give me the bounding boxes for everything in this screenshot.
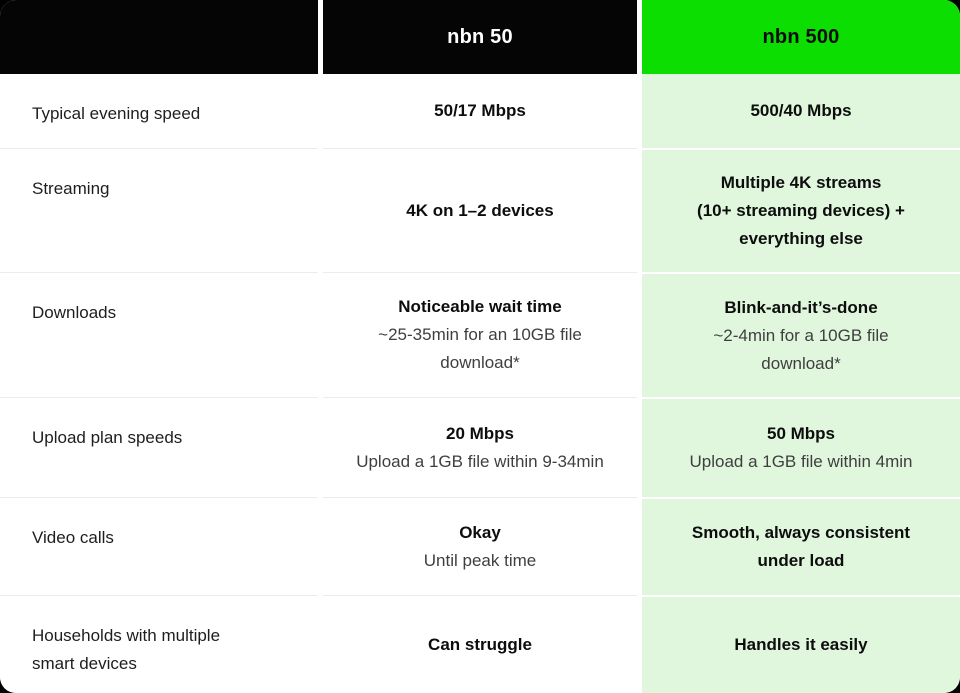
table-header-row: nbn 50 nbn 500: [0, 0, 960, 74]
row-typical-evening-speed: Typical evening speed 50/17 Mbps 500/40 …: [0, 74, 960, 148]
nbn50-value-cell: Noticeable wait time ~25-35min for an 10…: [323, 272, 637, 397]
row-downloads: Downloads Noticeable wait time ~25-35min…: [0, 272, 960, 397]
value-main: 500/40 Mbps: [750, 101, 852, 120]
value-main: 50 Mbps: [766, 424, 836, 443]
value-main: Handles it easily: [734, 635, 868, 654]
feature-label: Households with multiple smart devices: [0, 595, 318, 693]
nbn500-value-cell: 500/40 Mbps: [642, 74, 960, 148]
nbn500-value-cell: Smooth, always consistent under load: [642, 497, 960, 595]
nbn500-value-cell: Handles it easily: [642, 595, 960, 693]
row-upload-plan-speeds: Upload plan speeds 20 Mbps Upload a 1GB …: [0, 397, 960, 497]
header-nbn50-cell: nbn 50: [323, 0, 637, 74]
nbn50-value-cell: 50/17 Mbps: [323, 74, 637, 148]
header-feature-cell: [0, 0, 318, 74]
row-video-calls: Video calls Okay Until peak time Smooth,…: [0, 497, 960, 595]
value-main: 20 Mbps: [445, 423, 515, 443]
value-main: Noticeable wait time: [398, 297, 562, 316]
value-sub: ~25-35min for an 10GB file: [378, 325, 582, 344]
value-sub: download*: [440, 353, 520, 372]
feature-label: Typical evening speed: [0, 74, 318, 148]
value-sub: ~2-4min for a 10GB file: [713, 325, 889, 345]
nbn500-value-cell: Multiple 4K streams (10+ streaming devic…: [642, 148, 960, 272]
feature-label: Downloads: [0, 272, 318, 397]
row-households-smart-devices: Households with multiple smart devices C…: [0, 595, 960, 693]
value-main: everything else: [739, 229, 863, 248]
value-sub: Until peak time: [423, 550, 537, 570]
value-main: Can struggle: [428, 634, 532, 654]
header-nbn500-label: nbn 500: [762, 25, 840, 48]
value-main: 4K on 1–2 devices: [406, 200, 554, 220]
value-main: Okay: [459, 522, 501, 542]
nbn500-value-cell: 50 Mbps Upload a 1GB file within 4min: [642, 397, 960, 497]
feature-label: Streaming: [0, 148, 318, 272]
value-main: (10+ streaming devices) +: [697, 201, 905, 220]
nbn50-value-cell: 20 Mbps Upload a 1GB file within 9-34min: [323, 397, 637, 497]
value-sub: Upload a 1GB file within 9-34min: [356, 451, 604, 471]
value-main: Blink-and-it’s-done: [724, 297, 878, 317]
value-main: Multiple 4K streams: [720, 173, 882, 192]
nbn50-value-cell: Can struggle: [323, 595, 637, 693]
value-main: Smooth, always consistent: [691, 523, 911, 542]
nbn500-value-cell: Blink-and-it’s-done ~2-4min for a 10GB f…: [642, 272, 960, 397]
nbn50-value-cell: 4K on 1–2 devices: [323, 148, 637, 272]
row-streaming: Streaming 4K on 1–2 devices Multiple 4K …: [0, 148, 960, 272]
nbn50-value-cell: Okay Until peak time: [323, 497, 637, 595]
value-main: under load: [757, 551, 845, 570]
feature-label: Video calls: [0, 497, 318, 595]
header-nbn50-label: nbn 50: [447, 25, 513, 48]
value-sub: download*: [761, 353, 841, 373]
value-main: 50/17 Mbps: [434, 101, 526, 120]
feature-label: Upload plan speeds: [0, 397, 318, 497]
value-sub: Upload a 1GB file within 4min: [689, 452, 913, 471]
header-nbn500-cell: nbn 500: [642, 0, 960, 74]
